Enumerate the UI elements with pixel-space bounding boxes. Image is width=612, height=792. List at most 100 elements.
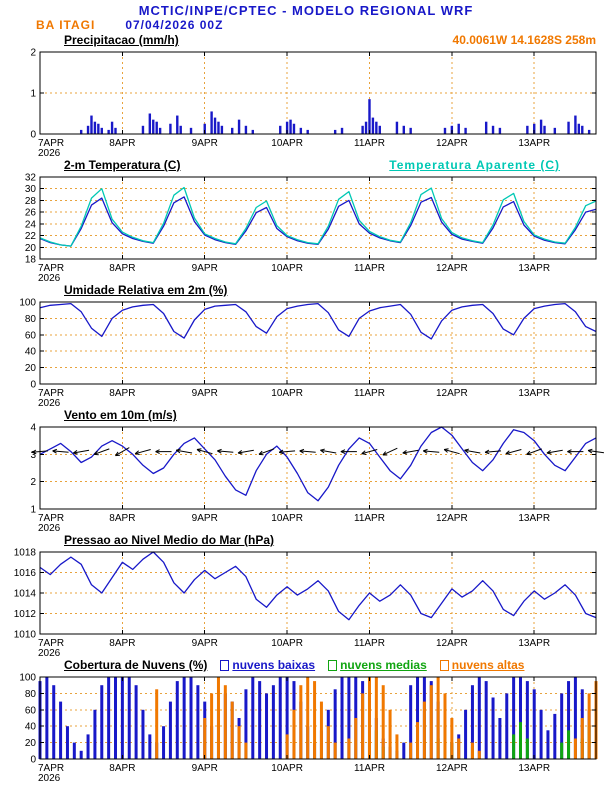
- svg-text:7APR: 7APR: [38, 638, 64, 649]
- svg-text:28: 28: [25, 196, 37, 207]
- svg-text:11APR: 11APR: [354, 513, 385, 524]
- svg-text:13APR: 13APR: [518, 388, 550, 399]
- panel-title-pressure: Pressao ao Nivel Medio do Mar (hPa): [64, 533, 275, 547]
- svg-text:18: 18: [25, 255, 37, 266]
- svg-text:10APR: 10APR: [271, 388, 303, 399]
- header-subtitle-row: BA ITAGI 07/04/2026 00Z: [0, 18, 612, 33]
- svg-text:80: 80: [25, 314, 37, 325]
- svg-text:13APR: 13APR: [518, 263, 550, 274]
- svg-text:7APR: 7APR: [38, 138, 64, 149]
- svg-text:2026: 2026: [38, 648, 61, 658]
- svg-text:7APR: 7APR: [38, 763, 64, 774]
- svg-text:10APR: 10APR: [271, 638, 303, 649]
- svg-text:100: 100: [19, 298, 36, 309]
- svg-text:10APR: 10APR: [271, 763, 303, 774]
- svg-text:13APR: 13APR: [518, 138, 550, 149]
- svg-text:12APR: 12APR: [436, 138, 468, 149]
- svg-text:2: 2: [30, 48, 36, 59]
- panel-title-wind: Vento em 10m (m/s): [64, 408, 177, 422]
- svg-text:11APR: 11APR: [354, 638, 385, 649]
- svg-text:9APR: 9APR: [192, 388, 218, 399]
- svg-text:13APR: 13APR: [518, 763, 550, 774]
- station-name: BA ITAGI: [36, 18, 96, 32]
- svg-text:11APR: 11APR: [354, 138, 385, 149]
- svg-text:1018: 1018: [14, 548, 37, 559]
- svg-text:20: 20: [25, 738, 37, 749]
- svg-text:12APR: 12APR: [436, 638, 468, 649]
- svg-text:2026: 2026: [38, 273, 61, 283]
- svg-text:20: 20: [25, 363, 37, 374]
- svg-text:12APR: 12APR: [436, 263, 468, 274]
- svg-text:11APR: 11APR: [354, 388, 385, 399]
- svg-text:4: 4: [30, 423, 36, 434]
- svg-text:1012: 1012: [14, 609, 37, 620]
- svg-text:1014: 1014: [14, 589, 37, 600]
- svg-text:2026: 2026: [38, 773, 61, 783]
- legend-mid-clouds-label: nuvens medias: [340, 658, 427, 672]
- svg-text:12APR: 12APR: [436, 763, 468, 774]
- svg-text:9APR: 9APR: [192, 513, 218, 524]
- svg-text:8APR: 8APR: [109, 263, 135, 274]
- svg-text:8APR: 8APR: [109, 763, 135, 774]
- svg-text:12APR: 12APR: [436, 388, 468, 399]
- svg-text:26: 26: [25, 208, 37, 219]
- svg-text:40: 40: [25, 722, 37, 733]
- svg-text:1010: 1010: [14, 630, 37, 641]
- legend-apparent-temperature: Temperatura Aparente (C): [389, 158, 560, 172]
- svg-text:2026: 2026: [38, 523, 61, 533]
- svg-text:100: 100: [19, 673, 36, 684]
- svg-text:0: 0: [30, 130, 36, 141]
- svg-text:12APR: 12APR: [436, 513, 468, 524]
- svg-text:7APR: 7APR: [38, 513, 64, 524]
- svg-text:60: 60: [25, 330, 37, 341]
- svg-text:32: 32: [25, 173, 37, 184]
- svg-text:1016: 1016: [14, 568, 37, 579]
- svg-text:2026: 2026: [38, 148, 61, 158]
- svg-text:13APR: 13APR: [518, 638, 550, 649]
- panel-title-humidity: Umidade Relativa em 2m (%): [64, 283, 228, 297]
- svg-text:11APR: 11APR: [354, 763, 385, 774]
- svg-text:7APR: 7APR: [38, 388, 64, 399]
- low-clouds-swatch-icon: [220, 660, 230, 671]
- svg-text:2026: 2026: [38, 398, 61, 408]
- panel-temperature: 2-m Temperatura (C) Temperatura Aparente…: [0, 158, 612, 283]
- panel-title-temperature: 2-m Temperatura (C): [64, 158, 181, 172]
- mid-clouds-swatch-icon: [328, 660, 338, 671]
- panel-pressure: Pressao ao Nivel Medio do Mar (hPa) 7APR…: [0, 533, 612, 658]
- svg-text:8APR: 8APR: [109, 513, 135, 524]
- legend-low-clouds: nuvens baixas: [220, 658, 315, 673]
- svg-text:11APR: 11APR: [354, 263, 385, 274]
- legend-low-clouds-label: nuvens baixas: [232, 658, 316, 672]
- svg-text:80: 80: [25, 689, 37, 700]
- svg-text:0: 0: [30, 755, 36, 766]
- legend-mid-clouds: nuvens medias: [328, 658, 427, 673]
- svg-text:9APR: 9APR: [192, 763, 218, 774]
- svg-text:7APR: 7APR: [38, 263, 64, 274]
- svg-text:0: 0: [30, 380, 36, 391]
- panel-humidity: Umidade Relativa em 2m (%) 7APR 2026 8APR 9…: [0, 283, 612, 408]
- svg-text:3: 3: [30, 450, 36, 461]
- svg-text:10APR: 10APR: [271, 138, 303, 149]
- svg-text:30: 30: [25, 184, 37, 195]
- svg-text:40: 40: [25, 347, 37, 358]
- legend-high-clouds: nuvens altas: [439, 658, 524, 673]
- svg-text:24: 24: [25, 219, 37, 230]
- run-datetime: 07/04/2026 00Z: [125, 18, 224, 32]
- high-clouds-swatch-icon: [439, 660, 449, 671]
- svg-text:10APR: 10APR: [271, 263, 303, 274]
- svg-text:60: 60: [25, 705, 37, 716]
- svg-text:9APR: 9APR: [192, 263, 218, 274]
- svg-text:22: 22: [25, 231, 37, 242]
- station-location: 40.0061W 14.1628S 258m: [452, 33, 596, 47]
- panel-wind: Vento em 10m (m/s) 7APR 2026 8APR 9APR 10APR…: [0, 408, 612, 533]
- panel-precipitation: Precipitacao (mm/h) 40.0061W 14.1628S 25…: [0, 33, 612, 158]
- svg-text:2: 2: [30, 477, 36, 488]
- svg-text:1: 1: [30, 89, 36, 100]
